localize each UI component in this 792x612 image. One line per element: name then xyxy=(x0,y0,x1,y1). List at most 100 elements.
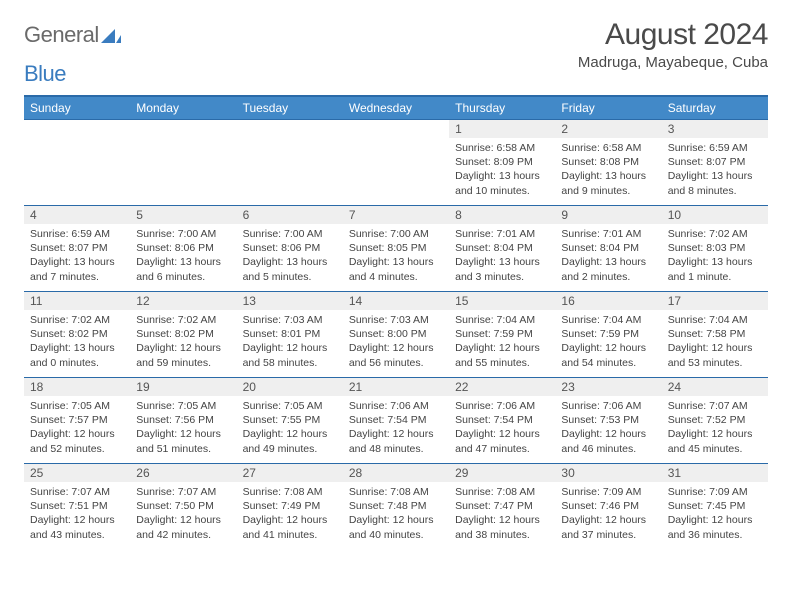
day-cell: 20Sunrise: 7:05 AMSunset: 7:55 PMDayligh… xyxy=(237,378,343,464)
sunset-line: Sunset: 8:06 PM xyxy=(243,242,321,254)
day-detail: Sunrise: 7:01 AMSunset: 8:04 PMDaylight:… xyxy=(555,224,661,284)
day-detail: Sunrise: 7:02 AMSunset: 8:02 PMDaylight:… xyxy=(130,310,236,370)
sunset-line: Sunset: 7:57 PM xyxy=(30,414,108,426)
day-number: 31 xyxy=(662,464,768,482)
day-cell xyxy=(343,120,449,206)
day-cell: 3Sunrise: 6:59 AMSunset: 8:07 PMDaylight… xyxy=(662,120,768,206)
sunset-line: Sunset: 8:04 PM xyxy=(561,242,639,254)
sunrise-line: Sunrise: 7:06 AM xyxy=(349,400,429,412)
daylight-line: Daylight: 12 hours and 46 minutes. xyxy=(561,428,646,454)
sunrise-line: Sunrise: 7:07 AM xyxy=(136,486,216,498)
day-detail: Sunrise: 6:59 AMSunset: 8:07 PMDaylight:… xyxy=(662,138,768,198)
day-number: 7 xyxy=(343,206,449,224)
sunset-line: Sunset: 8:08 PM xyxy=(561,156,639,168)
daylight-line: Daylight: 12 hours and 47 minutes. xyxy=(455,428,540,454)
day-number: 6 xyxy=(237,206,343,224)
day-detail: Sunrise: 6:59 AMSunset: 8:07 PMDaylight:… xyxy=(24,224,130,284)
week-row: 1Sunrise: 6:58 AMSunset: 8:09 PMDaylight… xyxy=(24,120,768,206)
week-row: 11Sunrise: 7:02 AMSunset: 8:02 PMDayligh… xyxy=(24,292,768,378)
day-cell: 16Sunrise: 7:04 AMSunset: 7:59 PMDayligh… xyxy=(555,292,661,378)
sunrise-line: Sunrise: 7:06 AM xyxy=(561,400,641,412)
sunset-line: Sunset: 7:54 PM xyxy=(349,414,427,426)
day-detail: Sunrise: 7:04 AMSunset: 7:59 PMDaylight:… xyxy=(449,310,555,370)
sunrise-line: Sunrise: 7:09 AM xyxy=(561,486,641,498)
month-title: August 2024 xyxy=(578,18,768,52)
sunrise-line: Sunrise: 6:59 AM xyxy=(668,142,748,154)
day-number: 20 xyxy=(237,378,343,396)
day-detail: Sunrise: 7:06 AMSunset: 7:53 PMDaylight:… xyxy=(555,396,661,456)
logo-text-1: General xyxy=(24,22,99,48)
sunrise-line: Sunrise: 7:00 AM xyxy=(136,228,216,240)
daylight-line: Daylight: 12 hours and 38 minutes. xyxy=(455,514,540,540)
day-detail: Sunrise: 7:03 AMSunset: 8:00 PMDaylight:… xyxy=(343,310,449,370)
day-cell: 23Sunrise: 7:06 AMSunset: 7:53 PMDayligh… xyxy=(555,378,661,464)
sunrise-line: Sunrise: 6:58 AM xyxy=(455,142,535,154)
logo-text-2: Blue xyxy=(24,61,66,87)
sunset-line: Sunset: 8:05 PM xyxy=(349,242,427,254)
daylight-line: Daylight: 13 hours and 3 minutes. xyxy=(455,256,540,282)
day-number: 16 xyxy=(555,292,661,310)
sunrise-line: Sunrise: 7:03 AM xyxy=(243,314,323,326)
sunset-line: Sunset: 7:51 PM xyxy=(30,500,108,512)
day-number: 29 xyxy=(449,464,555,482)
sunset-line: Sunset: 8:00 PM xyxy=(349,328,427,340)
day-cell: 18Sunrise: 7:05 AMSunset: 7:57 PMDayligh… xyxy=(24,378,130,464)
day-cell: 31Sunrise: 7:09 AMSunset: 7:45 PMDayligh… xyxy=(662,464,768,550)
day-cell: 4Sunrise: 6:59 AMSunset: 8:07 PMDaylight… xyxy=(24,206,130,292)
sunset-line: Sunset: 8:07 PM xyxy=(668,156,746,168)
day-cell: 2Sunrise: 6:58 AMSunset: 8:08 PMDaylight… xyxy=(555,120,661,206)
calendar-table: Sunday Monday Tuesday Wednesday Thursday… xyxy=(24,95,768,550)
day-detail: Sunrise: 7:08 AMSunset: 7:49 PMDaylight:… xyxy=(237,482,343,542)
dow-wednesday: Wednesday xyxy=(343,96,449,120)
logo: General xyxy=(24,22,121,48)
day-detail: Sunrise: 7:06 AMSunset: 7:54 PMDaylight:… xyxy=(449,396,555,456)
week-row: 4Sunrise: 6:59 AMSunset: 8:07 PMDaylight… xyxy=(24,206,768,292)
day-detail: Sunrise: 7:02 AMSunset: 8:02 PMDaylight:… xyxy=(24,310,130,370)
sunset-line: Sunset: 8:04 PM xyxy=(455,242,533,254)
sunrise-line: Sunrise: 7:02 AM xyxy=(136,314,216,326)
day-detail: Sunrise: 7:05 AMSunset: 7:56 PMDaylight:… xyxy=(130,396,236,456)
day-number: 30 xyxy=(555,464,661,482)
daylight-line: Daylight: 12 hours and 54 minutes. xyxy=(561,342,646,368)
daylight-line: Daylight: 12 hours and 41 minutes. xyxy=(243,514,328,540)
day-number: 27 xyxy=(237,464,343,482)
daylight-line: Daylight: 12 hours and 49 minutes. xyxy=(243,428,328,454)
day-detail: Sunrise: 7:02 AMSunset: 8:03 PMDaylight:… xyxy=(662,224,768,284)
day-detail: Sunrise: 7:09 AMSunset: 7:45 PMDaylight:… xyxy=(662,482,768,542)
day-cell: 10Sunrise: 7:02 AMSunset: 8:03 PMDayligh… xyxy=(662,206,768,292)
day-number: 25 xyxy=(24,464,130,482)
day-detail: Sunrise: 7:08 AMSunset: 7:48 PMDaylight:… xyxy=(343,482,449,542)
day-number: 19 xyxy=(130,378,236,396)
daylight-line: Daylight: 13 hours and 0 minutes. xyxy=(30,342,115,368)
daylight-line: Daylight: 12 hours and 36 minutes. xyxy=(668,514,753,540)
day-cell: 9Sunrise: 7:01 AMSunset: 8:04 PMDaylight… xyxy=(555,206,661,292)
sunrise-line: Sunrise: 7:04 AM xyxy=(668,314,748,326)
sunrise-line: Sunrise: 7:01 AM xyxy=(455,228,535,240)
day-cell: 26Sunrise: 7:07 AMSunset: 7:50 PMDayligh… xyxy=(130,464,236,550)
day-cell: 15Sunrise: 7:04 AMSunset: 7:59 PMDayligh… xyxy=(449,292,555,378)
day-number: 28 xyxy=(343,464,449,482)
day-cell xyxy=(237,120,343,206)
sunset-line: Sunset: 8:09 PM xyxy=(455,156,533,168)
sunset-line: Sunset: 7:59 PM xyxy=(561,328,639,340)
daylight-line: Daylight: 13 hours and 10 minutes. xyxy=(455,170,540,196)
sunset-line: Sunset: 7:48 PM xyxy=(349,500,427,512)
day-number: 17 xyxy=(662,292,768,310)
sunrise-line: Sunrise: 7:05 AM xyxy=(136,400,216,412)
day-cell: 25Sunrise: 7:07 AMSunset: 7:51 PMDayligh… xyxy=(24,464,130,550)
day-number: 26 xyxy=(130,464,236,482)
dow-thursday: Thursday xyxy=(449,96,555,120)
day-cell: 30Sunrise: 7:09 AMSunset: 7:46 PMDayligh… xyxy=(555,464,661,550)
day-detail: Sunrise: 7:04 AMSunset: 7:59 PMDaylight:… xyxy=(555,310,661,370)
day-cell: 14Sunrise: 7:03 AMSunset: 8:00 PMDayligh… xyxy=(343,292,449,378)
day-detail: Sunrise: 7:06 AMSunset: 7:54 PMDaylight:… xyxy=(343,396,449,456)
day-number: 8 xyxy=(449,206,555,224)
daylight-line: Daylight: 12 hours and 58 minutes. xyxy=(243,342,328,368)
sunset-line: Sunset: 7:58 PM xyxy=(668,328,746,340)
day-cell: 11Sunrise: 7:02 AMSunset: 8:02 PMDayligh… xyxy=(24,292,130,378)
sunrise-line: Sunrise: 7:02 AM xyxy=(668,228,748,240)
daylight-line: Daylight: 12 hours and 59 minutes. xyxy=(136,342,221,368)
dow-friday: Friday xyxy=(555,96,661,120)
sunset-line: Sunset: 8:03 PM xyxy=(668,242,746,254)
sunset-line: Sunset: 8:06 PM xyxy=(136,242,214,254)
